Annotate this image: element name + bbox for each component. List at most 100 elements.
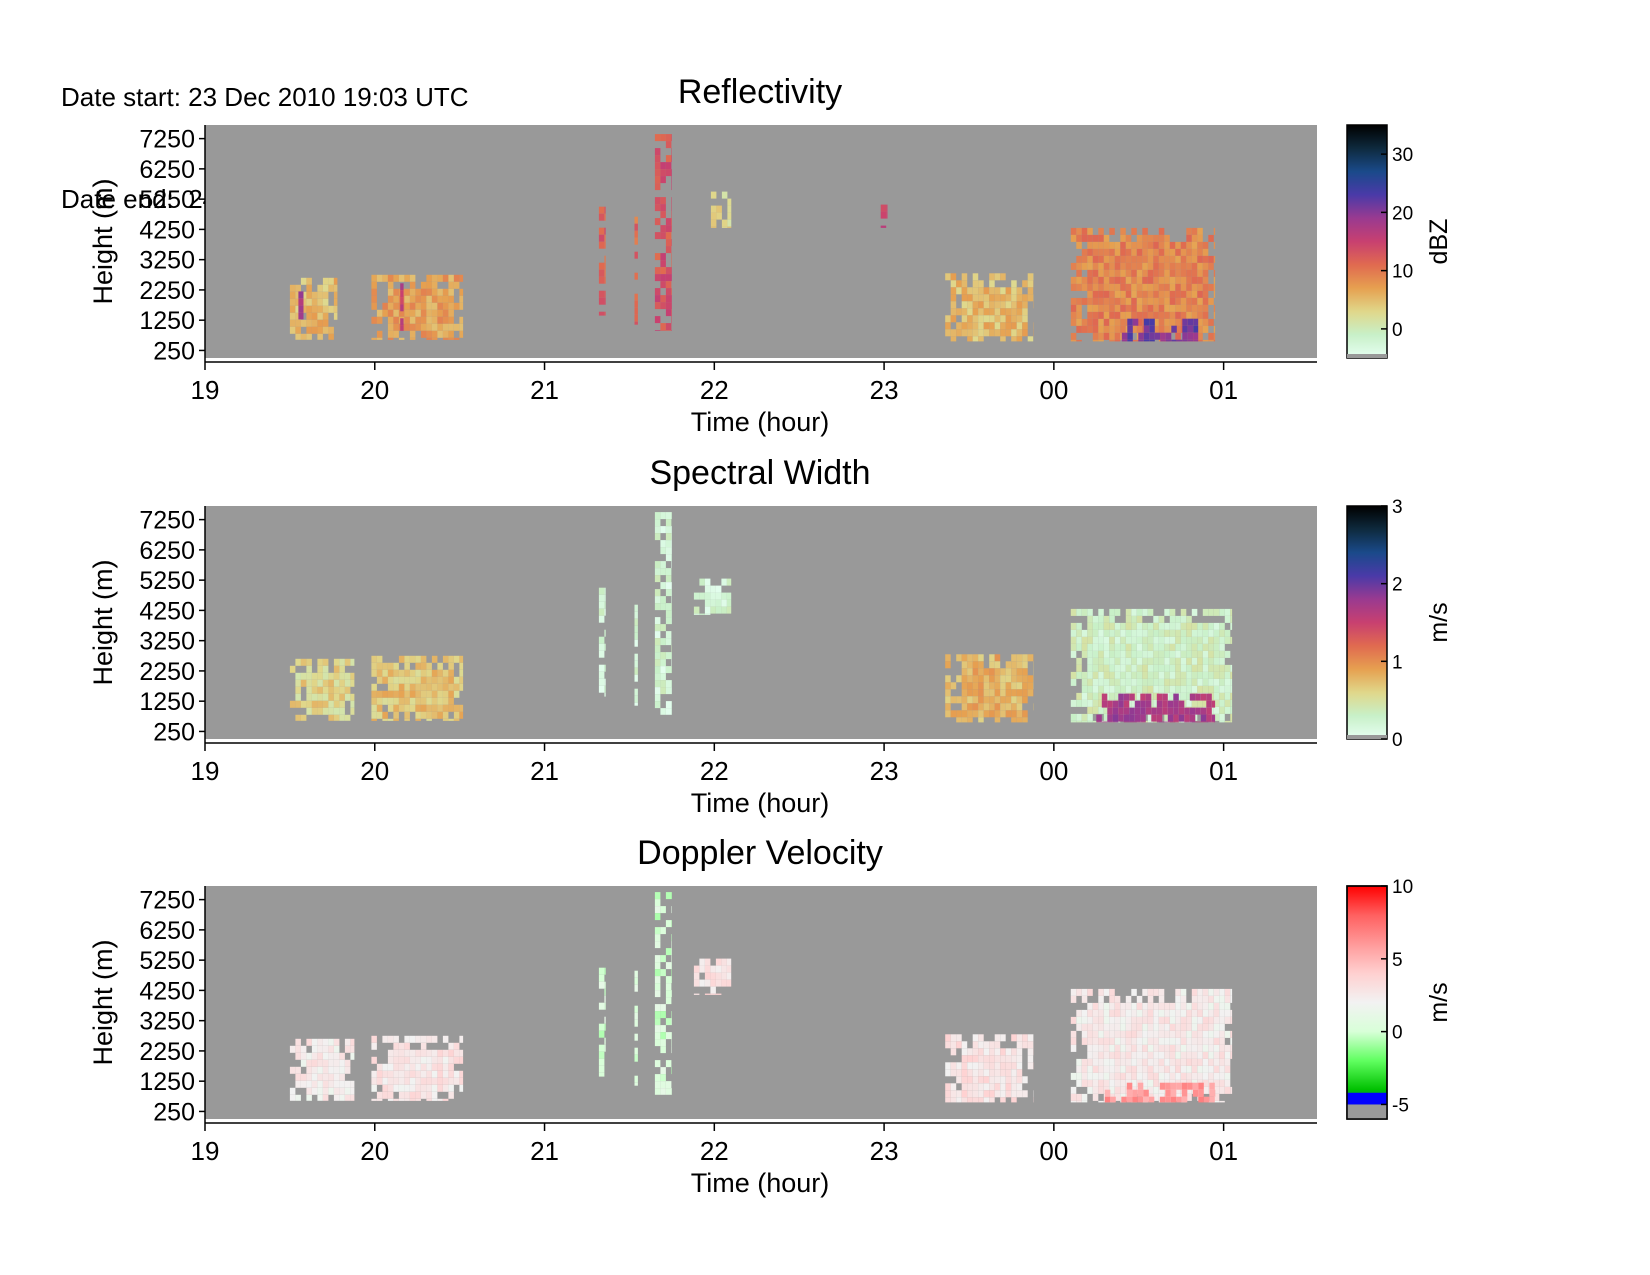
- sw-echo-cell: [693, 592, 700, 600]
- vel-echo-cell: [994, 1090, 1001, 1098]
- refl-echo-cell: [665, 134, 672, 142]
- sw-echo-cell: [1206, 693, 1212, 701]
- vel-echo-cell: [1208, 1016, 1214, 1024]
- vel-echo-cell: [1191, 1037, 1198, 1045]
- sw-echo-cell: [1208, 629, 1214, 637]
- vel-echo-cell: [1131, 1079, 1137, 1087]
- sw-echo-cell: [311, 679, 318, 687]
- vel-echo-cell: [1114, 1009, 1121, 1017]
- vel-echo-cell: [1092, 1051, 1099, 1059]
- refl-echo-cell: [1182, 325, 1188, 333]
- sw-echo-cell: [1189, 721, 1196, 723]
- sw-echo-cell: [1186, 671, 1192, 679]
- refl-echo-cell: [1092, 311, 1099, 319]
- sw-echo-cell: [1186, 629, 1192, 637]
- sw-echo-cell: [654, 533, 661, 541]
- vel-echo-cell: [453, 1049, 460, 1057]
- refl-echo-cell: [398, 309, 405, 317]
- sw-echo-cell: [387, 669, 394, 677]
- refl-echo-cell: [1098, 332, 1104, 340]
- refl-echo-cell: [1120, 290, 1126, 298]
- vel-echo-cell: [1070, 1016, 1077, 1024]
- refl-echo-cell: [1114, 297, 1121, 305]
- sw-echo-cell: [1131, 615, 1137, 623]
- refl-echo-cell: [671, 302, 672, 310]
- sw-echo-cell: [1208, 622, 1214, 630]
- vel-echo-cell: [1147, 1030, 1154, 1038]
- vel-echo-cell: [1136, 1051, 1143, 1059]
- refl-echo-cell: [1153, 234, 1159, 242]
- sw-echo-cell: [1230, 664, 1233, 672]
- refl-echo-cell: [665, 309, 672, 317]
- refl-echo-cell: [393, 295, 399, 303]
- sw-echo-cell: [1202, 664, 1209, 672]
- sw-echo-cell: [322, 658, 329, 666]
- vel-echo-cell: [1126, 1082, 1133, 1090]
- vel-echo-cell: [598, 1030, 605, 1038]
- sw-echo-cell: [1087, 622, 1093, 630]
- vel-echo-cell: [415, 1091, 421, 1099]
- vel-echo-cell: [1153, 1093, 1159, 1101]
- vel-echo-cell: [322, 1080, 329, 1088]
- sw-echo-cell: [322, 686, 329, 694]
- refl-echo-cell: [989, 273, 995, 281]
- sw-echo-cell: [654, 512, 661, 520]
- vel-echo-cell: [1005, 1083, 1012, 1091]
- refl-echo-cell: [1120, 227, 1126, 235]
- refl-echo-cell: [1142, 248, 1148, 256]
- vel-echo-cell: [1098, 1100, 1104, 1103]
- vel-echo-cell: [1158, 1086, 1165, 1094]
- vel-echo-cell: [693, 965, 700, 973]
- vel-echo-cell: [448, 1042, 454, 1050]
- refl-echo-cell: [598, 297, 605, 305]
- vel-echo-cell: [1219, 1079, 1225, 1087]
- sw-echo-cell: [289, 665, 296, 673]
- sw-echo-cell: [961, 696, 968, 704]
- refl-echo-cell: [1098, 276, 1104, 284]
- sw-echo-cell: [967, 689, 973, 697]
- sw-echo-cell: [1087, 699, 1093, 707]
- refl-echo-cell: [671, 288, 672, 296]
- refl-echo-cell: [382, 274, 388, 282]
- sw-echo-cell: [453, 676, 460, 684]
- vel-echo-cell: [1175, 1072, 1181, 1080]
- sw-echo-cell: [1131, 643, 1137, 651]
- refl-echo-cell: [459, 274, 464, 282]
- refl-echo-cell: [311, 319, 318, 327]
- sw-echo-cell: [415, 697, 421, 705]
- refl-echo-cell: [1169, 318, 1176, 326]
- refl-echo-cell: [710, 219, 717, 227]
- vel-echo-cell: [295, 1052, 301, 1060]
- refl-echo-cell: [1202, 339, 1209, 342]
- sw-echo-cell: [1219, 692, 1225, 700]
- sw-echo-cell: [1092, 685, 1099, 693]
- sw-echo-cell: [1134, 714, 1141, 722]
- sw-echo-cell: [1142, 629, 1148, 637]
- vel-echo-cell: [956, 1062, 962, 1070]
- sw-echo-cell: [328, 672, 334, 680]
- vel-echo-cell: [339, 1052, 345, 1060]
- vel-echo-cell: [660, 1025, 666, 1033]
- vel-echo-cell: [415, 1056, 421, 1064]
- refl-echo-cell: [1165, 332, 1172, 340]
- refl-echo-cell: [1114, 311, 1121, 319]
- refl-echo-cell: [1186, 227, 1192, 235]
- refl-echo-cell: [989, 301, 995, 309]
- vel-echo-cell: [1186, 1072, 1192, 1080]
- sw-echo-cell: [1147, 678, 1154, 686]
- vel-echo-cell: [1230, 988, 1233, 996]
- sw-echo-cell: [409, 683, 416, 691]
- refl-echo-cell: [1202, 304, 1209, 312]
- vel-echo-cell: [1198, 1089, 1204, 1097]
- vel-echo-cell: [1147, 1079, 1154, 1087]
- vel-echo-cell: [295, 1080, 301, 1088]
- refl-echo-cell: [634, 307, 638, 315]
- vel-echo-cell: [339, 1094, 345, 1101]
- vel-echo-cell: [1081, 1079, 1088, 1087]
- sw-echo-cell: [393, 669, 399, 677]
- sw-echo-cell: [1224, 664, 1231, 672]
- sw-echo-cell: [376, 704, 383, 712]
- vel-echo-cell: [1114, 1079, 1121, 1087]
- vel-echo-cell: [1098, 1016, 1104, 1024]
- sw-echo-cell: [1136, 643, 1143, 651]
